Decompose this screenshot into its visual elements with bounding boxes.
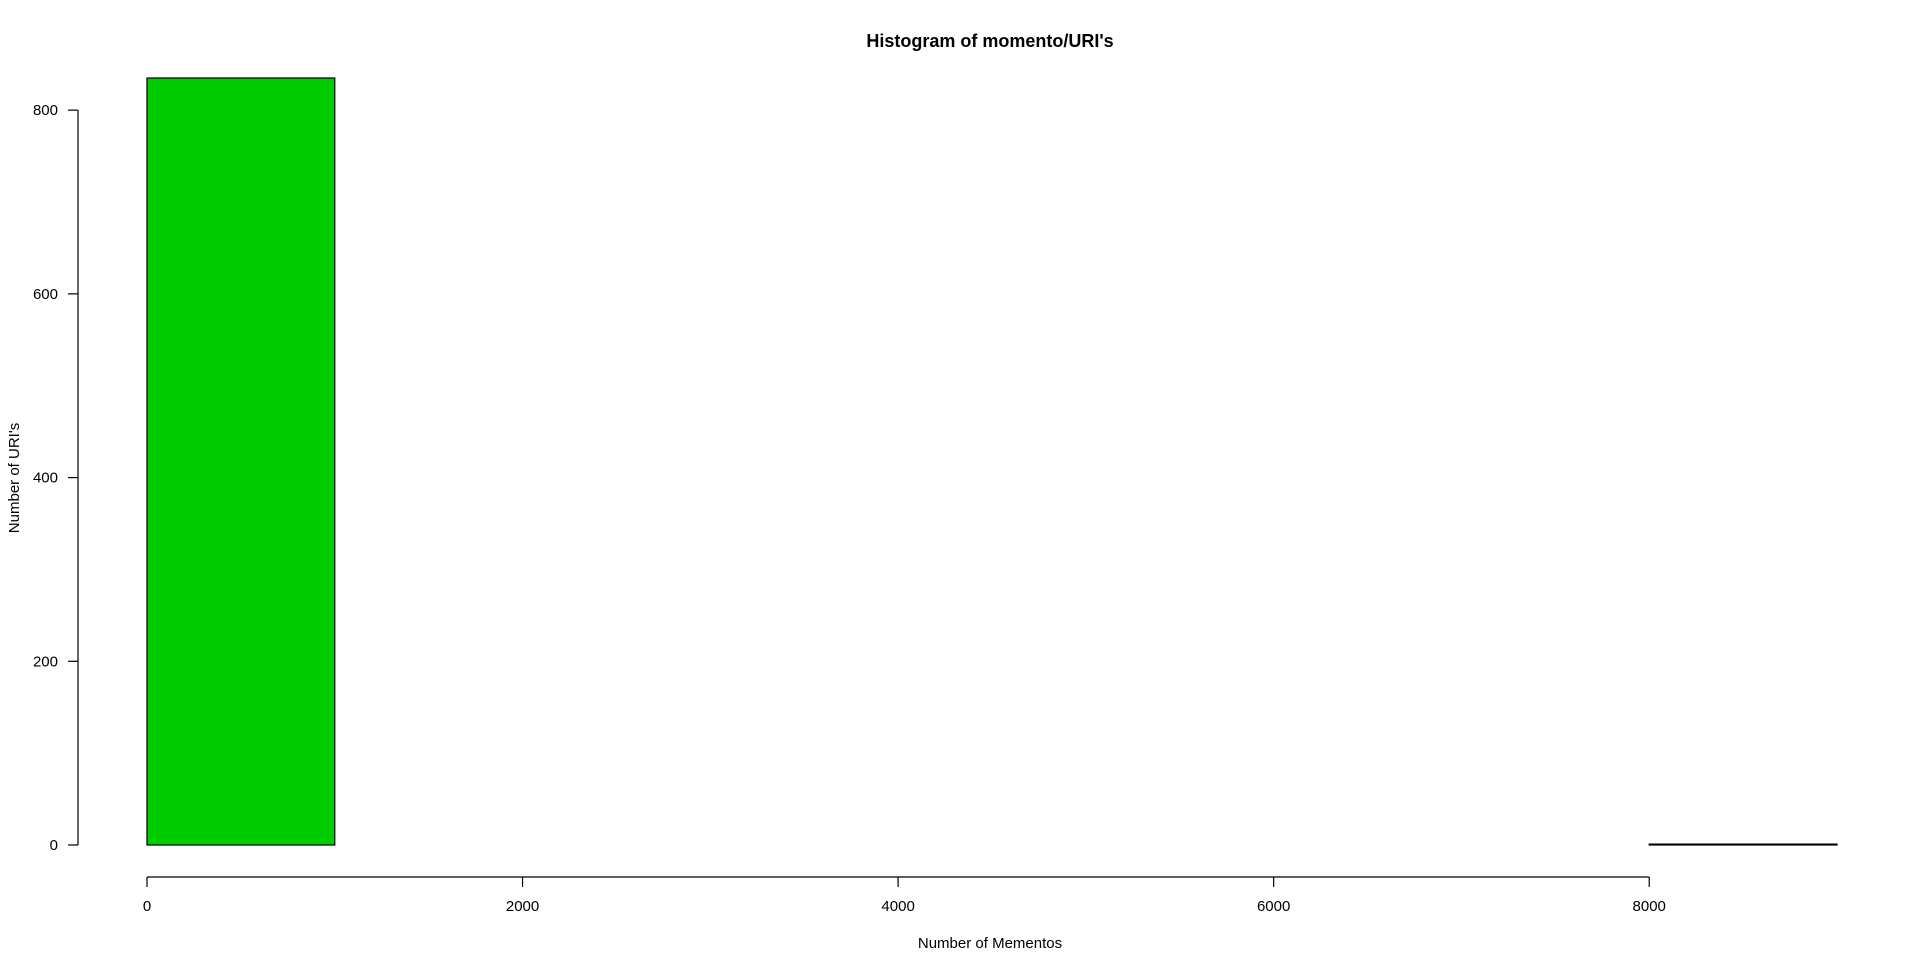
histogram-bar-0 (146, 77, 336, 846)
y-axis-title: Number of URI's (6, 423, 23, 533)
y-tick-label-2: 400 (33, 470, 58, 487)
chart-title: Histogram of momento/URI's (866, 31, 1113, 51)
x-tick-label-0: 0 (143, 898, 151, 915)
histogram-bar-8 (1648, 843, 1838, 846)
x-axis: 0 2000 4000 6000 8000 (143, 876, 1666, 915)
y-tick-label-0: 0 (50, 837, 58, 854)
bars-layer (146, 77, 1838, 846)
y-tick-label-1: 200 (33, 653, 58, 670)
x-tick-label-4: 8000 (1633, 898, 1666, 915)
x-tick-label-2: 4000 (881, 898, 914, 915)
y-tick-label-4: 800 (33, 102, 58, 119)
x-axis-title: Number of Mementos (918, 935, 1062, 952)
y-tick-label-3: 600 (33, 286, 58, 303)
x-tick-label-3: 6000 (1257, 898, 1290, 915)
x-tick-label-1: 2000 (506, 898, 539, 915)
y-axis: 0 200 400 600 800 (33, 102, 79, 854)
